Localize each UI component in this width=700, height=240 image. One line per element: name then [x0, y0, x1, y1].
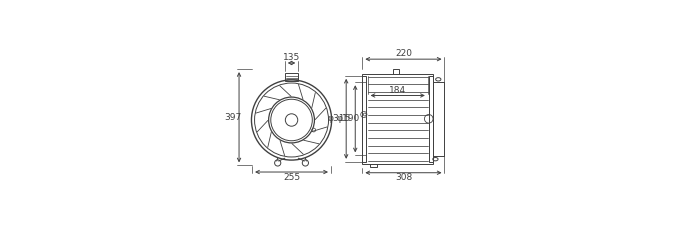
Text: 255: 255: [283, 173, 300, 182]
Bar: [370, 164, 377, 168]
Bar: [429, 76, 433, 162]
Bar: [363, 74, 433, 164]
Text: 397: 397: [225, 113, 242, 122]
Text: φ190: φ190: [337, 114, 360, 123]
Bar: [393, 69, 399, 74]
Text: 220: 220: [395, 49, 412, 58]
Bar: [363, 76, 367, 162]
Text: φ315: φ315: [328, 114, 351, 123]
Text: 308: 308: [395, 174, 412, 182]
Text: 135: 135: [283, 53, 300, 62]
Text: 184: 184: [389, 86, 406, 95]
Bar: [285, 73, 298, 81]
